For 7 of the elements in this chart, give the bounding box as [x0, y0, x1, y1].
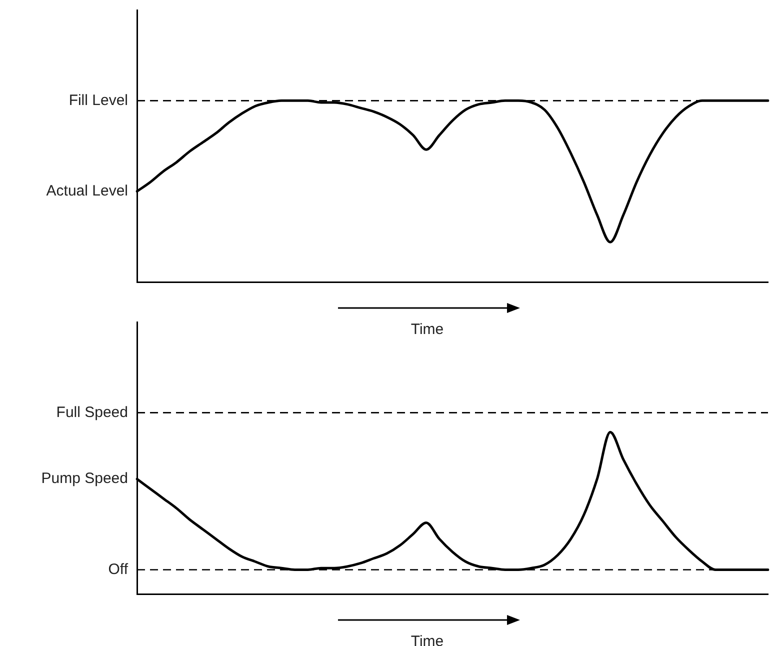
x-axis-title: Time	[410, 633, 444, 646]
x-axis-title: Time	[410, 321, 444, 338]
ref-line-label: Fill Level	[68, 92, 128, 109]
series-label: Pump Speed	[41, 470, 128, 488]
ref-line-label: Full Speed	[56, 404, 128, 421]
ref-line-label: Off	[108, 560, 129, 578]
series-label: Actual Level	[46, 182, 128, 200]
